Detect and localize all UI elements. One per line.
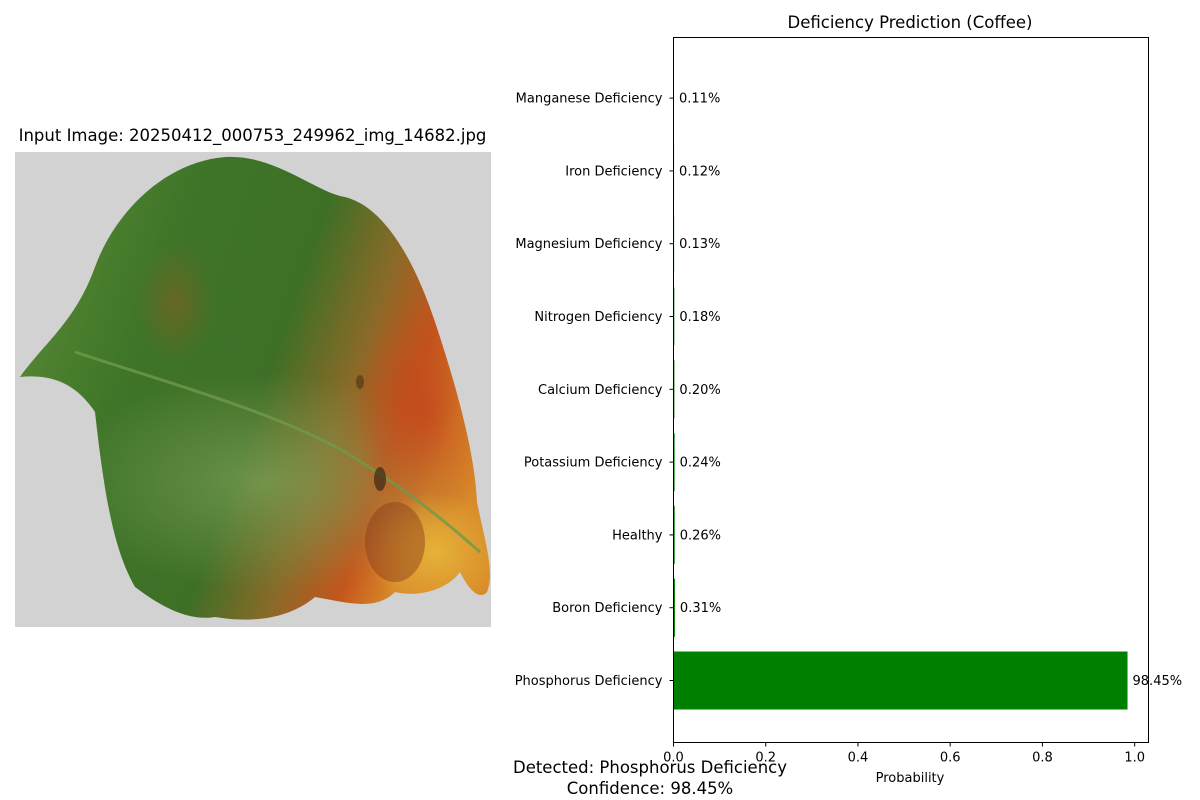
y-tick-label: Nitrogen Deficiency — [534, 310, 662, 325]
y-tick-label: Boron Deficiency — [552, 601, 663, 616]
x-tick-label: 0.6 — [940, 751, 961, 766]
x-tick-label: 0.2 — [755, 751, 776, 766]
detected-label: Detected: Phosphorus Deficiency — [512, 758, 787, 777]
value-label: 0.13% — [679, 237, 720, 252]
value-label: 0.24% — [680, 456, 721, 471]
x-tick-label: 0.0 — [663, 751, 684, 766]
x-axis: 0.0 0.2 0.4 0.6 0.8 1.0 — [663, 742, 1145, 766]
detection-summary: Detected: Phosphorus Deficiency Confiden… — [400, 757, 900, 799]
x-tick-label: 0.8 — [1032, 751, 1053, 766]
value-label: 0.20% — [679, 383, 720, 398]
bars-layer — [673, 69, 1128, 710]
bar — [673, 578, 675, 637]
chart-title: Deficiency Prediction (Coffee) — [788, 13, 1033, 32]
value-label: 0.11% — [679, 92, 720, 107]
bar — [673, 505, 675, 564]
y-tick-label: Phosphorus Deficiency — [515, 674, 663, 689]
bar — [673, 651, 1128, 710]
confidence-label: Confidence: 98.45% — [566, 779, 734, 798]
image-title: Input Image: 20250412_000753_249962_img_… — [18, 126, 487, 145]
value-label: 98.45% — [1133, 674, 1183, 689]
y-tick-label: Potassium Deficiency — [524, 456, 663, 471]
x-axis-label: Probability — [876, 771, 945, 786]
y-tick-label: Calcium Deficiency — [538, 383, 663, 398]
plot-frame — [673, 37, 1149, 743]
y-tick-label: Healthy — [612, 528, 663, 543]
value-label: 0.18% — [679, 310, 720, 325]
x-tick-label: 0.4 — [848, 751, 869, 766]
x-tick-label: 1.0 — [1124, 751, 1145, 766]
bar — [673, 433, 675, 492]
y-tick-label: Magnesium Deficiency — [515, 237, 662, 252]
y-tick-label: Manganese Deficiency — [516, 92, 663, 107]
value-label: 0.31% — [680, 601, 721, 616]
leaf-image — [15, 152, 491, 627]
y-axis: Phosphorus Deficiency Boron Deficiency Hea… — [515, 92, 674, 689]
value-label: 0.26% — [680, 528, 721, 543]
value-label: 0.12% — [679, 164, 720, 179]
y-tick-label: Iron Deficiency — [565, 164, 663, 179]
value-labels: 98.45% 0.31% 0.26% 0.24% 0.20% 0.18% 0.13% 0.12… — [679, 92, 1182, 689]
